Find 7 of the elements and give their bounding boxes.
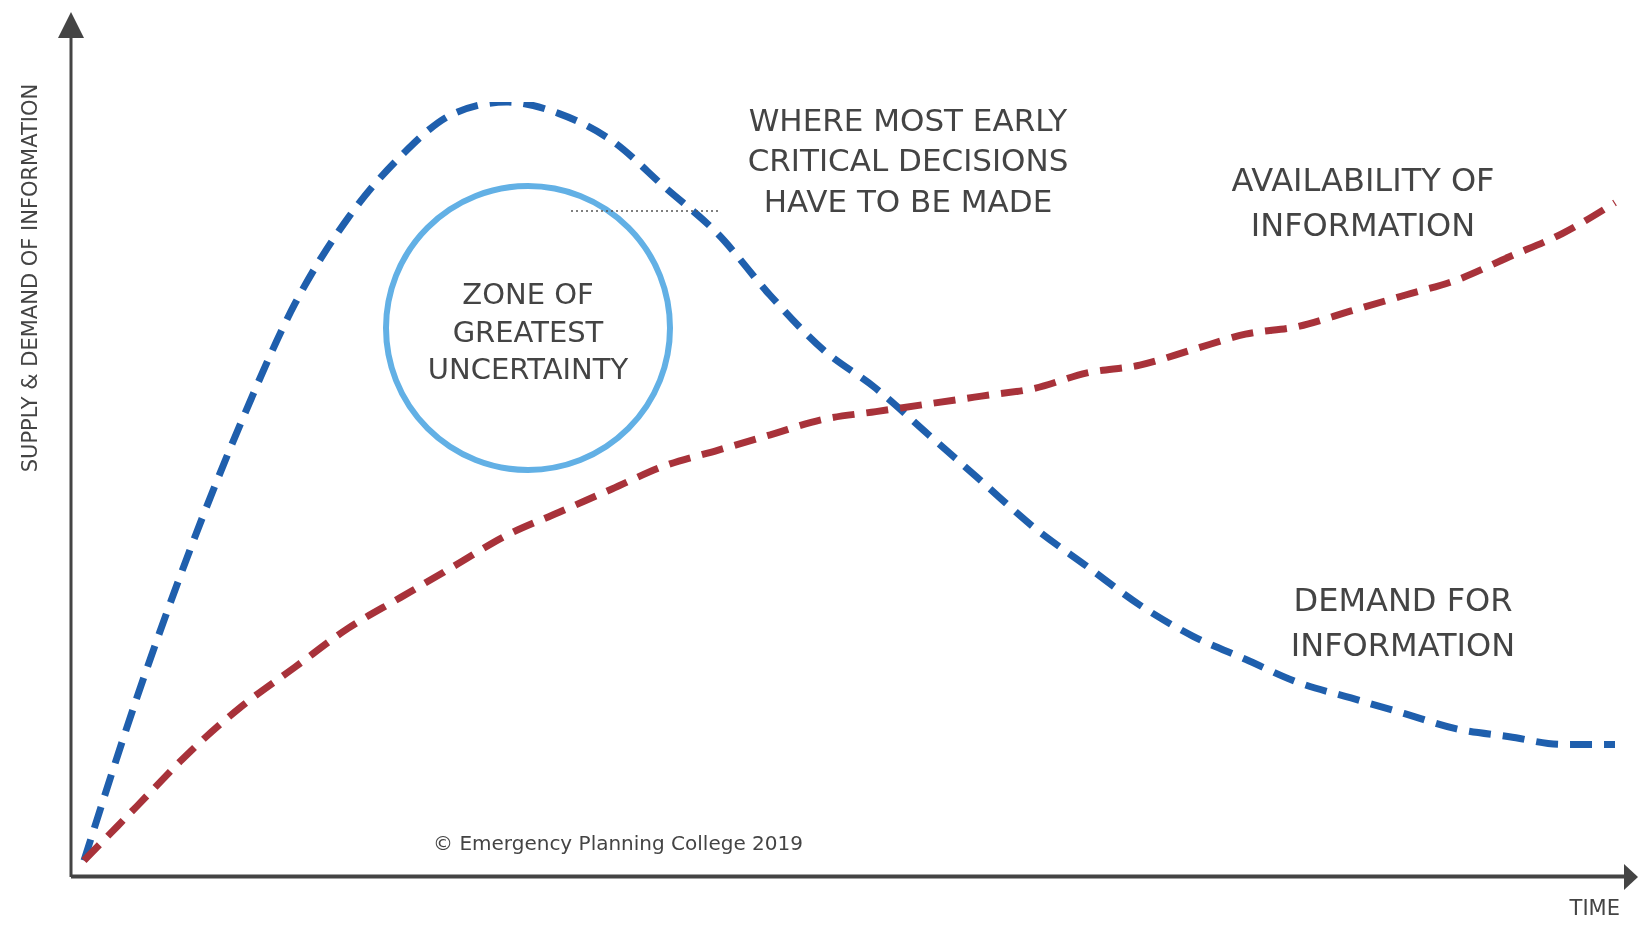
annotation: © Emergency Planning College 2019 bbox=[432, 830, 804, 856]
y-axis-title: SUPPLY & DEMAND OF INFORMATION bbox=[18, 83, 43, 473]
annotation: WHERE MOST EARLY CRITICAL DECISIONS HAVE TO BE MADE bbox=[746, 101, 1070, 221]
series-label: AVAILABILITY OF INFORMATION bbox=[1230, 160, 1496, 246]
series-label: DEMAND FOR INFORMATION bbox=[1289, 580, 1517, 666]
x-axis-title: TIME bbox=[1569, 896, 1620, 920]
annotation: ZONE OF GREATEST UNCERTAINTY bbox=[426, 276, 630, 389]
